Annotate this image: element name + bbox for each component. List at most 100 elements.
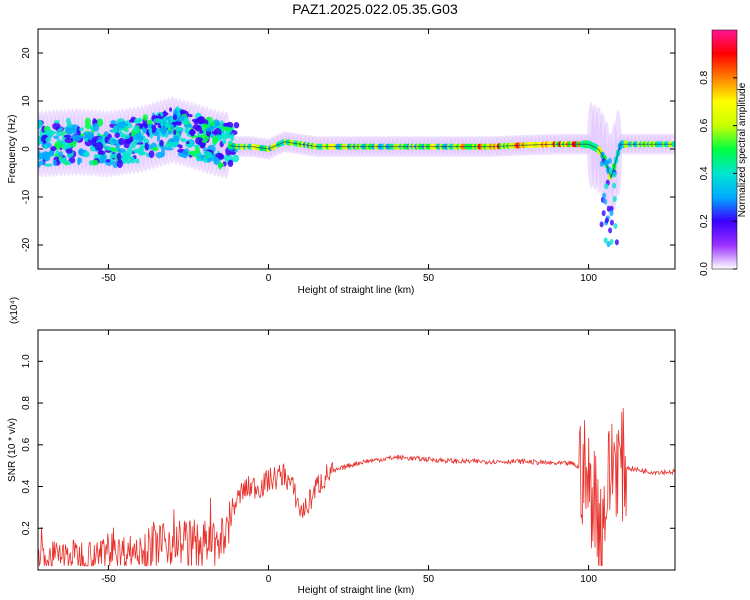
- spectral-blob: [121, 134, 131, 140]
- spectral-blob: [192, 124, 202, 130]
- spectral-blob: [178, 144, 183, 149]
- spectral-blob: [151, 146, 159, 152]
- spectral-blob: [175, 126, 184, 132]
- spectral-blob: [44, 129, 54, 136]
- spectral-tail: [612, 171, 617, 178]
- spectral-blob: [83, 151, 90, 158]
- spectral-tail: [608, 227, 613, 234]
- spectral-blob: [53, 135, 60, 140]
- snr-x-ticks: -50 0 50 100: [101, 330, 597, 585]
- spectral-blob: [84, 137, 89, 142]
- spectral-blob: [173, 129, 177, 136]
- spectral-blob: [151, 124, 157, 134]
- spectral-blob: [52, 130, 57, 135]
- spectral-blob: [193, 144, 201, 148]
- spectral-blob: [65, 148, 73, 154]
- spectral-blob: [179, 109, 186, 115]
- snr-y-ticks: 0.2 0.4 0.6 0.8 1.0: [21, 354, 675, 535]
- spectral-blob: [222, 139, 227, 144]
- spectral-blob: [230, 133, 235, 142]
- x-tick-label: 100: [580, 574, 597, 585]
- spectral-blob: [168, 141, 173, 148]
- spectral-blob: [116, 153, 122, 161]
- spectral-blob: [91, 159, 99, 166]
- colorbar-label: Normalized spectral amplitude: [737, 82, 748, 217]
- spectral-blob: [63, 126, 73, 131]
- spectral-blob: [175, 115, 185, 122]
- spectral-blob: [148, 126, 153, 134]
- spectral-blob: [144, 142, 149, 151]
- spectral-blob: [195, 137, 204, 145]
- spectral-blob: [110, 120, 117, 125]
- spectral-blob: [165, 147, 174, 151]
- spectral-blob: [213, 156, 220, 166]
- colorbar-ticks: 0.0 0.2 0.4 0.6 0.8: [699, 70, 737, 276]
- spectral-blob: [126, 146, 133, 156]
- spectral-blob: [132, 126, 139, 132]
- x-tick-label: -50: [101, 574, 116, 585]
- spectral-blob: [205, 151, 213, 158]
- spectral-blob: [97, 150, 106, 155]
- spectral-blob: [103, 145, 112, 151]
- spectral-blob: [109, 154, 115, 159]
- spectral-tail: [609, 210, 614, 217]
- spectral-blob: [165, 133, 169, 139]
- spectral-blob: [94, 141, 104, 151]
- spectral-blob: [193, 151, 202, 157]
- spectral-blob: [58, 151, 64, 158]
- y-tick-label: 0.4: [21, 479, 32, 493]
- spectral-blob: [212, 135, 219, 144]
- spectral-blob: [167, 129, 173, 135]
- spectral-blob: [133, 149, 138, 153]
- spectral-blob: [169, 107, 173, 112]
- spectral-tail: [612, 182, 617, 189]
- spectral-blob: [159, 139, 164, 147]
- spectral-blob: [148, 150, 155, 158]
- spectral-blob: [195, 157, 202, 162]
- spectral-blob: [85, 131, 94, 137]
- snr-background: [38, 330, 675, 570]
- spectral-tail: [602, 192, 607, 199]
- y-tick-label: 0: [21, 146, 32, 152]
- spectral-blob: [134, 117, 143, 123]
- y-tick-label: 0.2: [21, 521, 32, 535]
- colorbar-tick-label: 0.6: [699, 118, 710, 132]
- spectral-tail: [608, 167, 613, 174]
- spectral-blob: [38, 119, 43, 129]
- spectrogram-panel: -50 0 50 100 -20 -10 0 10 20 Height of straight…: [7, 28, 676, 296]
- spectral-blob: [173, 135, 180, 144]
- spectral-tail: [599, 160, 604, 167]
- spectral-blob: [44, 144, 48, 150]
- spectral-blob: [143, 123, 149, 129]
- spectral-blob: [138, 146, 143, 154]
- x-tick-label: 0: [266, 273, 272, 284]
- spectral-blob: [112, 160, 119, 169]
- spectral-blob: [54, 141, 61, 147]
- spectral-blob: [114, 132, 120, 139]
- spectral-blob: [41, 151, 50, 160]
- spectral-blob: [38, 150, 41, 157]
- spectral-tail: [599, 221, 604, 228]
- spectral-blob: [198, 116, 206, 124]
- spectral-tail: [612, 195, 617, 202]
- spectrogram-x-ticks: -50 0 50 100: [101, 29, 597, 284]
- spectral-band: [671, 141, 675, 148]
- spectral-blob: [52, 122, 61, 130]
- spectrogram-y-ticks: -20 -10 0 10 20: [21, 47, 675, 252]
- spectral-tail: [603, 237, 608, 244]
- snr-y-axis-label: SNR (10 * v/v): [7, 418, 18, 482]
- snr-line: [38, 408, 675, 567]
- colorbar-tick-label: 0.0: [699, 262, 710, 276]
- spectral-blob: [90, 144, 94, 150]
- colorbar-tick-label: 0.4: [699, 166, 710, 180]
- spectral-blob: [221, 132, 230, 140]
- spectral-tail: [607, 157, 612, 164]
- spectral-blob: [153, 118, 163, 124]
- spectral-blob: [38, 160, 45, 166]
- spectral-blob: [210, 120, 216, 127]
- spectral-blob: [199, 129, 204, 134]
- x-tick-label: -50: [101, 273, 116, 284]
- spectrogram-y-axis-label: Frequency (Hz): [7, 115, 18, 184]
- spectral-blob: [194, 146, 201, 154]
